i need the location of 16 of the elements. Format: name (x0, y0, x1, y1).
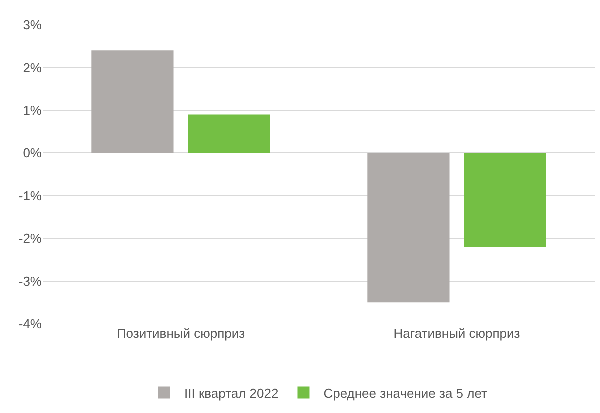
y-tick-label: -2% (18, 231, 42, 246)
legend-label: Среднее значение за 5 лет (324, 386, 488, 401)
x-tick-label: Позитивный сюрприз (116, 326, 246, 341)
bar (464, 153, 546, 248)
x-tick-label: Нагативный сюрприз (394, 326, 520, 341)
y-tick-label: 0% (23, 146, 42, 161)
bar (368, 153, 450, 303)
y-tick-label: -4% (18, 316, 42, 332)
y-tick-label: 2% (23, 60, 42, 76)
bar (92, 50, 174, 154)
y-tick-label: -3% (18, 274, 42, 289)
bar (188, 114, 270, 154)
y-tick-label: 1% (23, 102, 42, 118)
y-tick-label: 3% (23, 18, 42, 33)
y-tick-label: -1% (18, 188, 42, 204)
legend-label: III квартал 2022 (184, 386, 279, 401)
